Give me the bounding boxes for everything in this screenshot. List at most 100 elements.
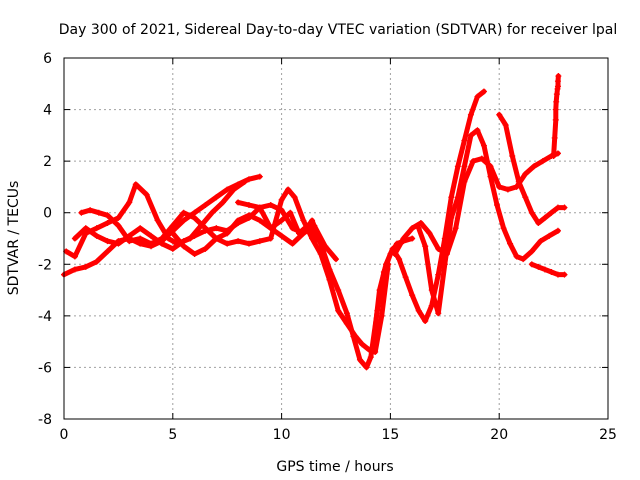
track-line: [170, 187, 391, 355]
data-point: [71, 235, 78, 242]
axis-ticks: 0 5 10 15 20 25 -8 -6 -4 -2 0 2 4 6: [38, 51, 617, 443]
data-point: [191, 232, 198, 239]
data-point: [180, 243, 187, 250]
data-point: [502, 122, 509, 129]
data-point: [441, 261, 448, 268]
y-tick-label: 0: [43, 206, 52, 222]
data-point: [528, 209, 535, 216]
data-point: [126, 199, 133, 206]
data-point: [71, 266, 78, 273]
data-point: [132, 181, 139, 188]
data-point: [154, 217, 161, 224]
data-point: [500, 225, 507, 232]
data-point: [504, 186, 511, 193]
data-point: [435, 245, 442, 252]
data-point: [531, 163, 538, 170]
data-point: [426, 230, 433, 237]
data-point: [541, 214, 548, 221]
data-point: [454, 194, 461, 201]
data-point: [169, 222, 176, 229]
data-point: [461, 163, 468, 170]
data-point: [224, 186, 231, 193]
data-point: [165, 235, 172, 242]
data-point: [554, 204, 561, 211]
data-point: [235, 238, 242, 245]
data-point: [537, 238, 544, 245]
data-point: [148, 240, 155, 247]
data-point: [383, 261, 390, 268]
data-point: [551, 134, 558, 141]
chart-title: Day 300 of 2021, Sidereal Day-to-day VTE…: [59, 22, 617, 38]
data-point: [389, 245, 396, 252]
data-point: [435, 271, 442, 278]
data-point: [169, 230, 176, 237]
data-point: [104, 248, 111, 255]
data-point: [350, 333, 357, 340]
data-point: [326, 266, 333, 273]
satellite-track-9: [415, 127, 561, 317]
data-point: [409, 235, 416, 242]
data-point: [137, 240, 144, 247]
satellite-track-12: [550, 73, 562, 159]
data-point: [520, 256, 527, 263]
satellite-track-10: [496, 111, 568, 227]
data-point: [548, 209, 555, 216]
data-point: [496, 183, 503, 190]
data-point: [267, 225, 274, 232]
data-point: [104, 220, 111, 227]
data-point: [256, 217, 263, 224]
data-point: [552, 106, 559, 113]
data-point: [507, 240, 514, 247]
data-point: [367, 354, 374, 361]
y-tick-label: 4: [43, 103, 52, 119]
y-tick-label: -4: [38, 309, 52, 325]
y-tick-label: -8: [38, 412, 52, 428]
data-point: [230, 186, 237, 193]
satellite-track-7: [369, 88, 487, 350]
data-point: [191, 214, 198, 221]
data-point: [191, 209, 198, 216]
data-point: [553, 98, 560, 105]
plot-frame: [63, 57, 609, 420]
data-point: [422, 318, 429, 325]
data-point: [554, 78, 561, 85]
data-point: [452, 225, 459, 232]
data-point: [278, 196, 285, 203]
data-point: [378, 312, 385, 319]
data-point: [522, 171, 529, 178]
data-point: [126, 238, 133, 245]
x-tick-label: 10: [273, 427, 291, 443]
x-tick-label: 25: [599, 427, 617, 443]
data-point: [402, 274, 409, 281]
data-point: [93, 232, 100, 239]
data-point: [428, 287, 435, 294]
x-tick-label: 15: [381, 427, 399, 443]
data-point: [235, 220, 242, 227]
data-point: [546, 232, 553, 239]
data-point: [115, 240, 122, 247]
data-point: [245, 214, 252, 221]
data-point: [291, 194, 298, 201]
data-point: [289, 225, 296, 232]
data-point: [143, 191, 150, 198]
data-point: [224, 240, 231, 247]
data-point: [169, 245, 176, 252]
data-point: [115, 222, 122, 229]
track-line: [392, 150, 561, 257]
data-point: [496, 111, 503, 118]
data-point: [474, 93, 481, 100]
track-line: [370, 89, 487, 350]
data-point: [300, 217, 307, 224]
data-point: [335, 287, 342, 294]
satellite-track-5: [169, 186, 392, 355]
data-point: [535, 263, 542, 270]
data-point: [137, 235, 144, 242]
data-point: [550, 152, 557, 159]
data-point: [309, 217, 316, 224]
data-point: [509, 152, 516, 159]
data-point: [467, 132, 474, 139]
data-point: [78, 209, 85, 216]
data-point: [391, 250, 398, 257]
data-point: [93, 258, 100, 265]
data-point: [555, 73, 562, 80]
